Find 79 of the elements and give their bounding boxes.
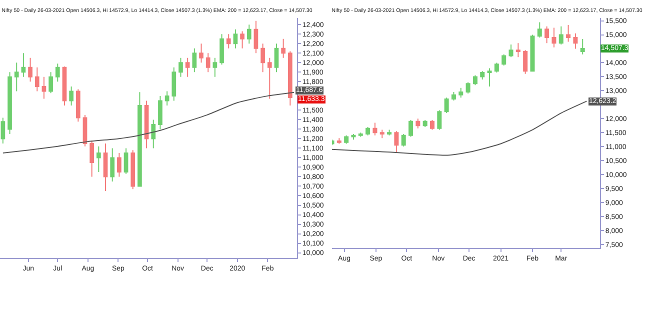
candlestick xyxy=(537,22,542,38)
candlestick xyxy=(82,114,88,147)
candlestick xyxy=(573,32,578,50)
candlestick xyxy=(28,57,32,82)
candlestick xyxy=(458,87,464,98)
candlestick xyxy=(487,68,492,87)
candlestick xyxy=(130,150,136,190)
candlestick xyxy=(523,50,528,74)
candlestick xyxy=(90,140,94,178)
candlestick xyxy=(466,82,470,94)
candlestick xyxy=(0,117,6,144)
candlestick xyxy=(233,28,238,49)
candlestick xyxy=(358,132,363,138)
candlestick xyxy=(281,38,286,58)
candlestick xyxy=(544,26,550,44)
candlestick xyxy=(380,129,384,139)
candlestick xyxy=(444,97,449,114)
candlestick xyxy=(199,43,204,64)
candlestick xyxy=(437,110,442,130)
candlestick xyxy=(336,138,342,144)
candlestick xyxy=(21,52,26,78)
candlestick xyxy=(558,26,564,46)
candlestick xyxy=(206,52,210,73)
candlestick xyxy=(274,43,279,73)
candlestick xyxy=(401,133,406,148)
candlestick xyxy=(416,118,420,129)
candlestick xyxy=(158,95,162,130)
candlestick xyxy=(192,48,197,73)
candlestick xyxy=(76,88,80,122)
candlestick xyxy=(494,62,499,73)
candlestick xyxy=(387,129,392,136)
candlestick xyxy=(566,24,571,42)
candlestick xyxy=(138,92,142,187)
candlestick xyxy=(530,34,535,72)
candlestick xyxy=(472,74,478,86)
candlestick xyxy=(288,50,292,106)
candlestick xyxy=(34,66,40,92)
candlestick xyxy=(394,130,399,153)
candlestick xyxy=(178,57,183,78)
candlestick xyxy=(240,30,244,49)
candlestick xyxy=(408,120,414,138)
candlestick xyxy=(212,57,218,78)
candlestick xyxy=(151,119,156,149)
candlestick xyxy=(110,148,115,182)
candlestick xyxy=(144,100,149,149)
candlestick xyxy=(185,57,190,78)
candlestick xyxy=(366,126,370,136)
candlestick xyxy=(451,92,456,101)
candlestick xyxy=(267,57,272,100)
candlestick xyxy=(103,142,108,192)
candlestick xyxy=(372,122,378,136)
candlestick xyxy=(516,42,520,58)
candlestick xyxy=(351,133,356,140)
candlestick xyxy=(508,44,514,58)
candlestick xyxy=(8,72,12,134)
candlestick xyxy=(42,76,46,100)
candlestick xyxy=(96,146,101,172)
candlestick xyxy=(502,54,506,66)
candlestick xyxy=(226,34,231,49)
candlestick xyxy=(48,72,53,94)
candlestick xyxy=(55,63,60,82)
candlestick xyxy=(220,34,224,66)
candlestick xyxy=(260,43,265,73)
candlestick xyxy=(172,66,176,102)
candlestick xyxy=(124,148,128,174)
candlestick xyxy=(117,152,122,178)
candlestick xyxy=(422,120,428,128)
line-series xyxy=(332,100,588,156)
candlestick xyxy=(254,20,258,54)
candlestick xyxy=(580,38,585,55)
candlestick xyxy=(62,66,67,106)
candlestick xyxy=(164,90,170,106)
candlestick xyxy=(246,24,252,44)
candlestick xyxy=(480,70,485,80)
candlestick xyxy=(14,62,19,92)
candlestick xyxy=(344,134,349,144)
candlestick xyxy=(430,120,434,130)
candlestick xyxy=(552,27,556,48)
candlestick xyxy=(69,86,74,106)
